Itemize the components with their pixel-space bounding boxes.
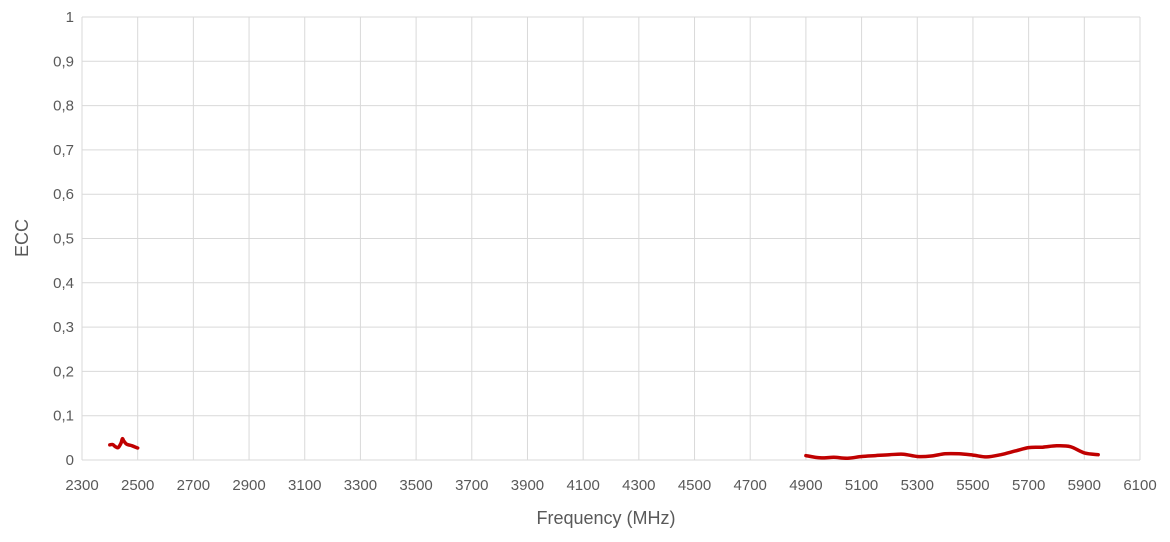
x-tick-label: 5900 xyxy=(1068,477,1101,494)
series-layer xyxy=(108,436,1100,460)
ecc-series-line xyxy=(804,444,1100,460)
y-tick-label: 0,9 xyxy=(53,53,74,70)
ecc-series-line xyxy=(108,436,140,450)
x-tick-label: 2500 xyxy=(121,477,154,494)
x-tick-label: 4500 xyxy=(678,477,711,494)
x-tick-label: 4300 xyxy=(622,477,655,494)
x-tick-label: 5100 xyxy=(845,477,878,494)
x-tick-label: 4100 xyxy=(566,477,599,494)
x-tick-label: 2300 xyxy=(65,477,98,494)
y-tick-label: 0,3 xyxy=(53,319,74,336)
x-tick-label: 2900 xyxy=(232,477,265,494)
y-tick-label: 1 xyxy=(66,9,74,26)
x-tick-label: 3300 xyxy=(344,477,377,494)
x-tick-label: 5300 xyxy=(901,477,934,494)
y-axis-title: ECC xyxy=(12,219,32,257)
x-tick-label: 4900 xyxy=(789,477,822,494)
y-tick-label: 0,4 xyxy=(53,275,74,292)
x-tick-label: 3100 xyxy=(288,477,321,494)
x-tick-label: 3900 xyxy=(511,477,544,494)
y-tick-label: 0,2 xyxy=(53,363,74,380)
x-tick-label: 3700 xyxy=(455,477,488,494)
x-axis-title: Frequency (MHz) xyxy=(536,508,675,528)
y-tick-label: 0,1 xyxy=(53,408,74,425)
x-tick-label: 5500 xyxy=(956,477,989,494)
y-tick-label: 0,6 xyxy=(53,186,74,203)
y-tick-label: 0,8 xyxy=(53,98,74,115)
y-axis-ticks: 0 0,1 0,2 0,3 0,4 0,5 0,6 0,7 0,8 0,9 1 xyxy=(53,9,74,469)
x-tick-label: 4700 xyxy=(734,477,767,494)
y-tick-label: 0,5 xyxy=(53,231,74,248)
y-tick-label: 0 xyxy=(66,452,74,469)
x-tick-label: 3500 xyxy=(399,477,432,494)
y-tick-label: 0,7 xyxy=(53,142,74,159)
x-tick-label: 2700 xyxy=(177,477,210,494)
grid xyxy=(81,16,1141,461)
x-tick-label: 5700 xyxy=(1012,477,1045,494)
x-tick-label: 6100 xyxy=(1123,477,1156,494)
x-axis-ticks: 2300 2500 2700 2900 3100 3300 3500 3700 3900 4100… xyxy=(65,477,1156,494)
